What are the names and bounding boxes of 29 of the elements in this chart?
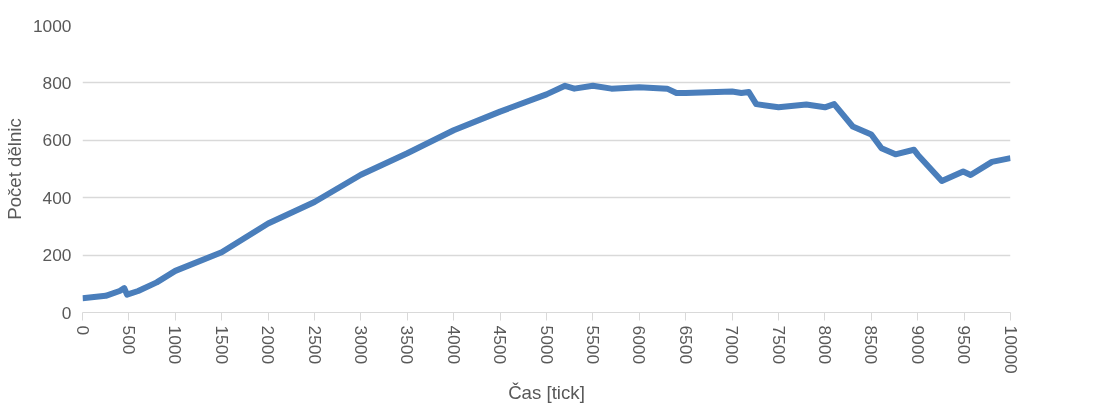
x-tick-label: 3500 [397,325,418,365]
x-axis-title: Čas [tick] [508,381,585,403]
y-tick-label: 600 [42,130,72,151]
y-tick-label: 400 [42,187,72,208]
x-tick-label: 8500 [861,325,882,365]
y-tick-label: 200 [42,245,72,266]
x-tick-label: 5500 [582,325,603,365]
x-tick-label: 2500 [304,325,325,365]
y-tick-label: 0 [61,302,72,323]
x-tick-label: 7500 [768,325,789,365]
x-tick-label: 1500 [211,325,232,365]
x-tick-label: 4000 [443,325,464,365]
x-tick-label: 9500 [954,325,975,365]
x-tick-label: 6000 [629,325,650,365]
x-tick-label: 5000 [536,325,557,365]
x-tick-label: 3000 [350,325,371,365]
x-tick-label: 1000 [165,325,186,365]
x-tick-label: 6500 [675,325,696,365]
y-tick-label: 1000 [32,15,72,36]
x-tick-label: 2000 [258,325,279,365]
x-tick-label: 500 [118,325,139,355]
x-tick-label: 7000 [722,325,743,365]
y-tick-label: 800 [42,72,72,93]
y-axis-title: Počet dělnic [3,118,25,220]
x-tick-label: 9000 [907,325,928,365]
x-tick-label: 10000 [1000,325,1021,374]
x-tick-label: 0 [72,325,93,336]
x-tick-label: 4500 [490,325,511,365]
x-tick-label: 8000 [814,325,835,365]
